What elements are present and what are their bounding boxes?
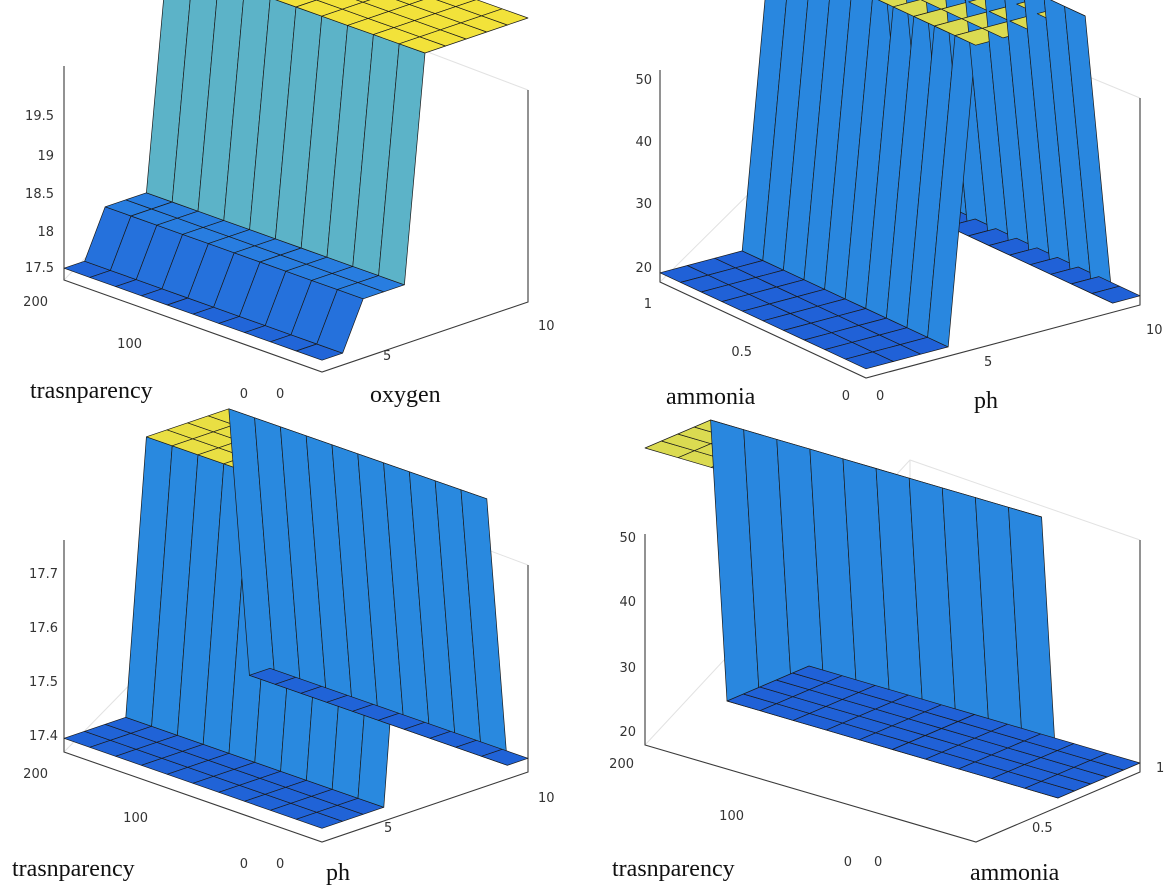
x-tick: 5 [383,349,391,364]
x-tick: 1 [1156,761,1164,776]
y-tick: 100 [719,809,744,824]
y-axis-label: trasnparency [30,378,153,404]
surface-patch [481,748,529,766]
z-tick: 17.5 [29,675,58,690]
axis-ticks: 20 30 40 50 0 5 10 0 0.5 1 [635,73,1162,404]
surface-patch [1091,285,1141,304]
x-tick: 0 [276,857,284,872]
surface-plot-ph-ammonia: 20 30 40 50 0 5 10 0 0.5 1 ammonia ph [635,0,1163,414]
surface-mesh [659,0,1141,370]
z-tick: 40 [619,595,636,610]
x-tick: 0 [276,387,284,402]
surface-patch [355,0,371,3]
y-axis-label: ammonia [666,384,756,410]
y-tick: 100 [117,337,142,352]
x-tick: 5 [384,821,392,836]
z-tick: 40 [635,135,652,150]
z-tick: 18.5 [25,187,54,202]
x-tick: 5 [984,355,992,370]
axis-ticks: 17.4 17.5 17.6 17.7 0 5 10 0 100 200 [23,567,554,872]
z-tick: 20 [619,725,636,740]
y-axis-label: trasnparency [612,856,735,882]
surface-patch [1090,752,1141,771]
z-tick: 19.5 [25,109,54,124]
y-tick: 0 [240,857,248,872]
x-tick: 10 [1146,323,1163,338]
surface-patch [481,8,529,26]
x-tick: 10 [538,319,555,334]
z-tick: 50 [619,531,636,546]
x-tick: 10 [538,791,555,806]
y-tick: 0 [842,389,850,404]
y-tick: 100 [123,811,148,826]
y-tick: 1 [644,297,652,312]
z-tick: 17.4 [29,729,58,744]
x-tick: 0 [874,855,882,870]
x-axis-label: ph [326,860,350,886]
surface-plot-ammonia-trasnparency: 20 30 40 50 0 0.5 1 0 100 200 trasnparen… [609,419,1164,886]
y-axis-label: trasnparency [12,856,135,882]
y-tick: 0 [844,855,852,870]
x-tick: 0 [876,389,884,404]
y-tick: 0 [240,387,248,402]
z-tick: 30 [619,661,636,676]
y-tick: 200 [23,295,48,310]
surface-mesh [63,408,529,829]
z-tick: 17.6 [29,621,58,636]
surface-plot-oxygen-trasnparency: 17.5 18 18.5 19 19.5 0 5 10 0 100 200 tr… [23,0,555,408]
y-tick: 0.5 [731,345,752,360]
y-tick: 200 [609,757,634,772]
surface-patch [396,0,424,5]
x-axis-label: ph [974,388,998,414]
z-tick: 30 [635,197,652,212]
surface-mesh [63,0,529,361]
y-tick: 200 [23,767,48,782]
z-tick: 19 [37,149,54,164]
z-tick: 50 [635,73,652,88]
x-axis-label: oxygen [370,382,441,408]
z-tick: 17.5 [25,261,54,276]
surface-plot-ph-trasnparency: 17.4 17.5 17.6 17.7 0 5 10 0 100 200 tra… [12,408,555,886]
z-tick: 18 [37,225,54,240]
z-tick: 17.7 [29,567,58,582]
axis-ticks: 17.5 18 18.5 19 19.5 0 5 10 0 100 200 [23,109,554,402]
x-tick: 0.5 [1032,821,1053,836]
z-tick: 20 [635,261,652,276]
axis-ticks: 20 30 40 50 0 0.5 1 0 100 200 [609,531,1164,870]
x-axis-label: ammonia [970,860,1060,886]
surface-mesh [644,419,1141,799]
